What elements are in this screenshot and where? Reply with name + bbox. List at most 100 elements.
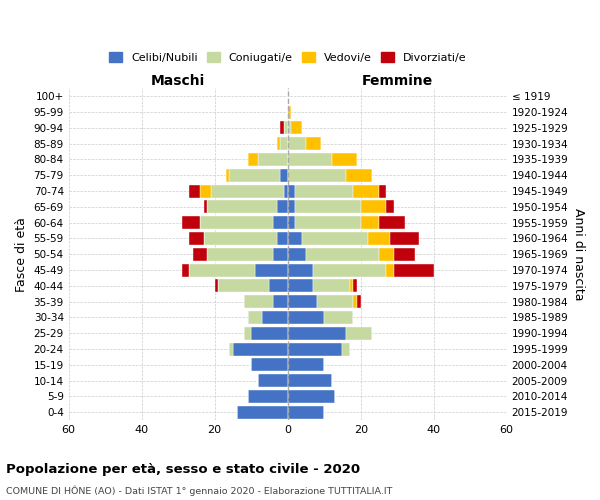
Bar bbox=[280, 169, 287, 181]
Bar bbox=[287, 106, 292, 118]
Bar bbox=[287, 327, 346, 340]
Bar bbox=[353, 280, 357, 292]
Bar bbox=[317, 295, 353, 308]
Bar bbox=[306, 137, 320, 150]
Bar bbox=[287, 264, 313, 276]
Bar bbox=[280, 137, 287, 150]
Bar bbox=[346, 169, 371, 181]
Bar bbox=[189, 264, 255, 276]
Bar bbox=[346, 327, 371, 340]
Bar bbox=[204, 232, 277, 245]
Bar bbox=[200, 184, 211, 198]
Bar bbox=[331, 153, 357, 166]
Bar bbox=[287, 216, 295, 229]
Bar bbox=[280, 122, 284, 134]
Bar bbox=[295, 200, 361, 213]
Text: Maschi: Maschi bbox=[151, 74, 205, 88]
Bar bbox=[284, 122, 287, 134]
Bar bbox=[273, 216, 287, 229]
Bar bbox=[394, 248, 415, 260]
Bar bbox=[287, 169, 346, 181]
Bar bbox=[284, 184, 287, 198]
Bar bbox=[302, 232, 368, 245]
Bar bbox=[287, 406, 324, 418]
Bar bbox=[208, 200, 277, 213]
Bar bbox=[182, 216, 200, 229]
Bar bbox=[292, 122, 302, 134]
Bar bbox=[277, 232, 287, 245]
Bar bbox=[295, 184, 353, 198]
Bar bbox=[287, 232, 302, 245]
Bar bbox=[182, 264, 189, 276]
Bar bbox=[229, 169, 280, 181]
Bar bbox=[306, 248, 379, 260]
Bar bbox=[287, 184, 295, 198]
Bar bbox=[248, 311, 262, 324]
Bar bbox=[386, 264, 394, 276]
Bar bbox=[193, 248, 208, 260]
Bar bbox=[287, 295, 317, 308]
Bar bbox=[218, 280, 269, 292]
Bar bbox=[277, 200, 287, 213]
Bar bbox=[259, 153, 287, 166]
Bar bbox=[350, 280, 353, 292]
Bar bbox=[251, 327, 287, 340]
Bar bbox=[313, 280, 350, 292]
Y-axis label: Anni di nascita: Anni di nascita bbox=[572, 208, 585, 300]
Bar bbox=[189, 184, 200, 198]
Bar bbox=[287, 390, 335, 403]
Bar bbox=[287, 153, 331, 166]
Bar bbox=[343, 342, 350, 355]
Bar bbox=[368, 232, 390, 245]
Bar bbox=[361, 200, 386, 213]
Bar bbox=[287, 342, 343, 355]
Bar bbox=[394, 264, 434, 276]
Bar bbox=[379, 184, 386, 198]
Bar bbox=[255, 264, 287, 276]
Bar bbox=[287, 374, 331, 387]
Bar bbox=[269, 280, 287, 292]
Bar bbox=[295, 216, 361, 229]
Bar bbox=[386, 200, 394, 213]
Bar bbox=[287, 200, 295, 213]
Bar bbox=[287, 311, 324, 324]
Text: Popolazione per età, sesso e stato civile - 2020: Popolazione per età, sesso e stato civil… bbox=[6, 462, 360, 475]
Bar bbox=[233, 342, 287, 355]
Bar bbox=[204, 200, 208, 213]
Bar bbox=[287, 122, 292, 134]
Bar bbox=[215, 280, 218, 292]
Bar bbox=[262, 311, 287, 324]
Bar bbox=[244, 295, 273, 308]
Bar bbox=[248, 390, 287, 403]
Bar bbox=[324, 311, 353, 324]
Bar bbox=[357, 295, 361, 308]
Bar bbox=[277, 137, 280, 150]
Bar bbox=[208, 248, 273, 260]
Bar bbox=[287, 248, 306, 260]
Bar bbox=[229, 342, 233, 355]
Bar bbox=[390, 232, 419, 245]
Bar bbox=[251, 358, 287, 372]
Bar bbox=[200, 216, 273, 229]
Bar bbox=[353, 295, 357, 308]
Bar bbox=[211, 184, 284, 198]
Bar bbox=[287, 280, 313, 292]
Bar bbox=[273, 295, 287, 308]
Bar bbox=[244, 327, 251, 340]
Bar bbox=[236, 406, 287, 418]
Bar bbox=[226, 169, 229, 181]
Bar bbox=[273, 248, 287, 260]
Bar bbox=[353, 184, 379, 198]
Y-axis label: Fasce di età: Fasce di età bbox=[15, 217, 28, 292]
Bar bbox=[287, 137, 306, 150]
Text: Femmine: Femmine bbox=[362, 74, 433, 88]
Bar bbox=[361, 216, 379, 229]
Bar bbox=[313, 264, 386, 276]
Bar bbox=[248, 153, 259, 166]
Bar bbox=[379, 248, 394, 260]
Bar bbox=[259, 374, 287, 387]
Bar bbox=[379, 216, 404, 229]
Text: COMUNE DI HÔNE (AO) - Dati ISTAT 1° gennaio 2020 - Elaborazione TUTTITALIA.IT: COMUNE DI HÔNE (AO) - Dati ISTAT 1° genn… bbox=[6, 485, 392, 496]
Legend: Celibi/Nubili, Coniugati/e, Vedovi/e, Divorziati/e: Celibi/Nubili, Coniugati/e, Vedovi/e, Di… bbox=[104, 48, 471, 67]
Bar bbox=[189, 232, 204, 245]
